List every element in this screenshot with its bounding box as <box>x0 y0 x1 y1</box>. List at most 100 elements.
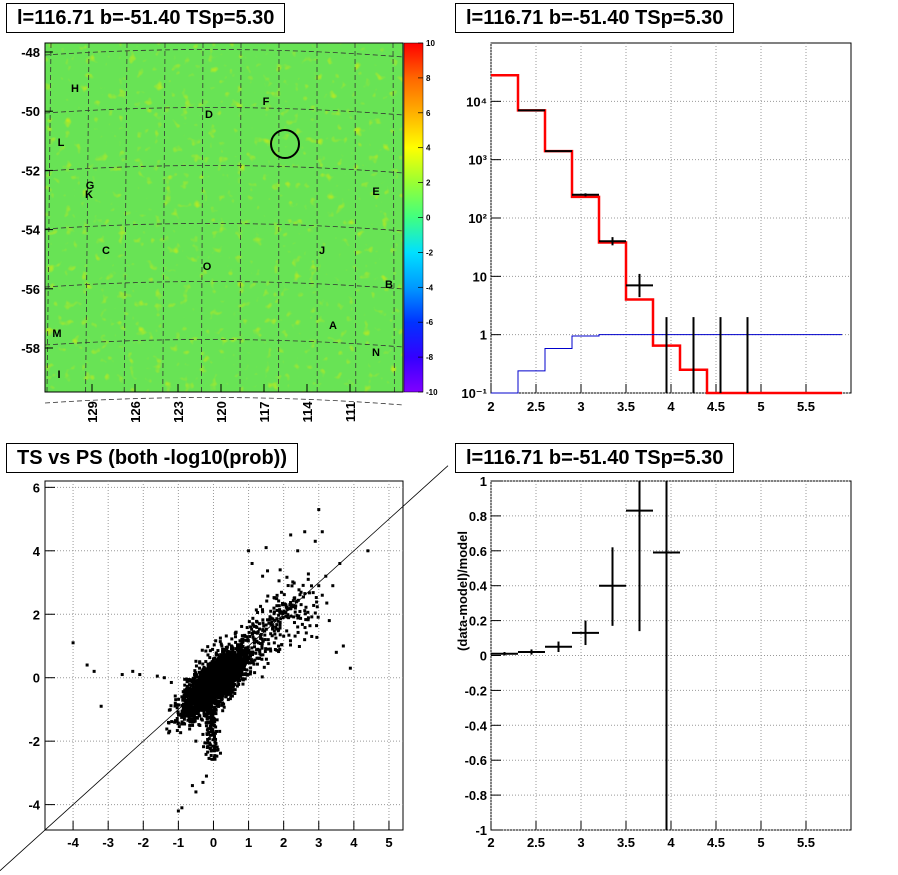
longitude-line <box>392 42 395 393</box>
scatter-point <box>217 661 221 665</box>
scatter-point <box>225 679 229 683</box>
scatter-point <box>214 725 218 729</box>
scatter-point <box>188 723 192 727</box>
scatter-point <box>222 692 226 696</box>
scatter-point <box>198 678 202 682</box>
scatter-point <box>196 711 200 715</box>
scatter-point <box>208 724 212 728</box>
scatter-point <box>215 754 219 758</box>
dist-x-tick-label: 4 <box>667 399 675 414</box>
scatter-point <box>218 672 222 676</box>
scatter-outlier <box>334 650 338 654</box>
scatter-point <box>231 680 235 684</box>
scatter-point <box>306 572 310 576</box>
colorbar-tick-label: -6 <box>426 318 434 327</box>
longitude-line <box>201 42 204 393</box>
scatter-point <box>212 723 216 727</box>
scatter-point <box>181 706 185 710</box>
scatter-point <box>294 604 298 608</box>
scatter-point <box>234 647 238 651</box>
scatter-point <box>212 664 216 668</box>
scatter-point <box>209 709 213 713</box>
scatter-point <box>226 684 230 688</box>
scatter-point <box>231 650 235 654</box>
scatter-point <box>212 748 216 752</box>
scatter-point <box>215 670 219 674</box>
dist-y-tick-label: 10 <box>473 269 487 284</box>
scatter-point <box>213 702 217 706</box>
scatter-point <box>260 642 264 646</box>
scatter-point <box>218 664 222 668</box>
scatter-point <box>219 642 223 646</box>
scatter-point <box>250 646 254 650</box>
scatter-point <box>208 684 212 688</box>
scatter-point <box>269 609 273 613</box>
scatter-outlier <box>296 625 300 629</box>
scatter-point <box>278 609 282 613</box>
scatter-point <box>249 666 253 670</box>
scatter-point <box>189 697 193 701</box>
scatter-point <box>204 698 208 702</box>
scatter-point <box>176 711 180 715</box>
scatter-point <box>192 720 196 724</box>
resid-x-tick-label: 2.5 <box>527 835 545 850</box>
scatter-point <box>315 600 319 604</box>
resid-y-tick-label: -0.8 <box>465 788 487 803</box>
scatter-point <box>191 691 195 695</box>
scatter-outlier <box>201 780 205 784</box>
scatter-point <box>205 732 209 736</box>
scatter-outlier <box>176 809 180 813</box>
scatter-point <box>277 604 281 608</box>
scatter-point <box>306 610 310 614</box>
scatter-point <box>214 698 218 702</box>
dist-x-tick-label: 2 <box>487 399 494 414</box>
scatter-point <box>213 662 217 666</box>
scatter-point <box>196 694 200 698</box>
scatter-outlier <box>338 561 342 565</box>
scatter-point <box>212 660 216 664</box>
scatter-point <box>289 601 293 605</box>
scatter-point <box>228 697 232 701</box>
scatter-point <box>200 671 204 675</box>
scatter-point <box>248 661 252 665</box>
scatter-point <box>260 644 264 648</box>
scatter-point <box>190 699 194 703</box>
scatter-point <box>209 722 213 726</box>
sky-x-tick-label: 111 <box>343 402 358 422</box>
scatter-point <box>254 651 258 655</box>
scatter-point <box>186 707 190 711</box>
scatter-point <box>219 668 223 672</box>
sky-map-source-labels: H D F L GK E C O J B M A N I <box>52 83 393 381</box>
scatter-point <box>165 727 169 731</box>
scatter-point <box>214 651 218 655</box>
scatter-point <box>253 658 257 662</box>
scatter-point <box>194 664 198 668</box>
scatter-point <box>194 689 198 693</box>
scatter-point <box>272 629 276 633</box>
scatter-point <box>236 668 240 672</box>
latitude-line <box>44 107 404 116</box>
scatter-point <box>257 622 261 626</box>
scatter-point <box>173 719 177 723</box>
scatter-y-tick-label: 2 <box>33 607 40 622</box>
scatter-point <box>234 635 238 639</box>
scatter-point <box>179 713 183 717</box>
scatter-point <box>205 745 209 749</box>
scatter-point <box>278 623 282 627</box>
scatter-point <box>215 659 219 663</box>
dist-y-tick-label: 1 <box>480 328 487 343</box>
scatter-point <box>173 720 177 724</box>
sky-map-coordinate-grid <box>44 42 404 406</box>
scatter-point <box>201 732 205 736</box>
scatter-point <box>214 707 218 711</box>
scatter-point <box>205 709 209 713</box>
scatter-point <box>207 716 211 720</box>
scatter-outlier <box>194 790 198 794</box>
scatter-point <box>193 676 197 680</box>
longitude-line <box>123 42 128 393</box>
scatter-point <box>254 631 258 635</box>
longitude-line <box>85 42 90 393</box>
scatter-point <box>268 647 272 651</box>
